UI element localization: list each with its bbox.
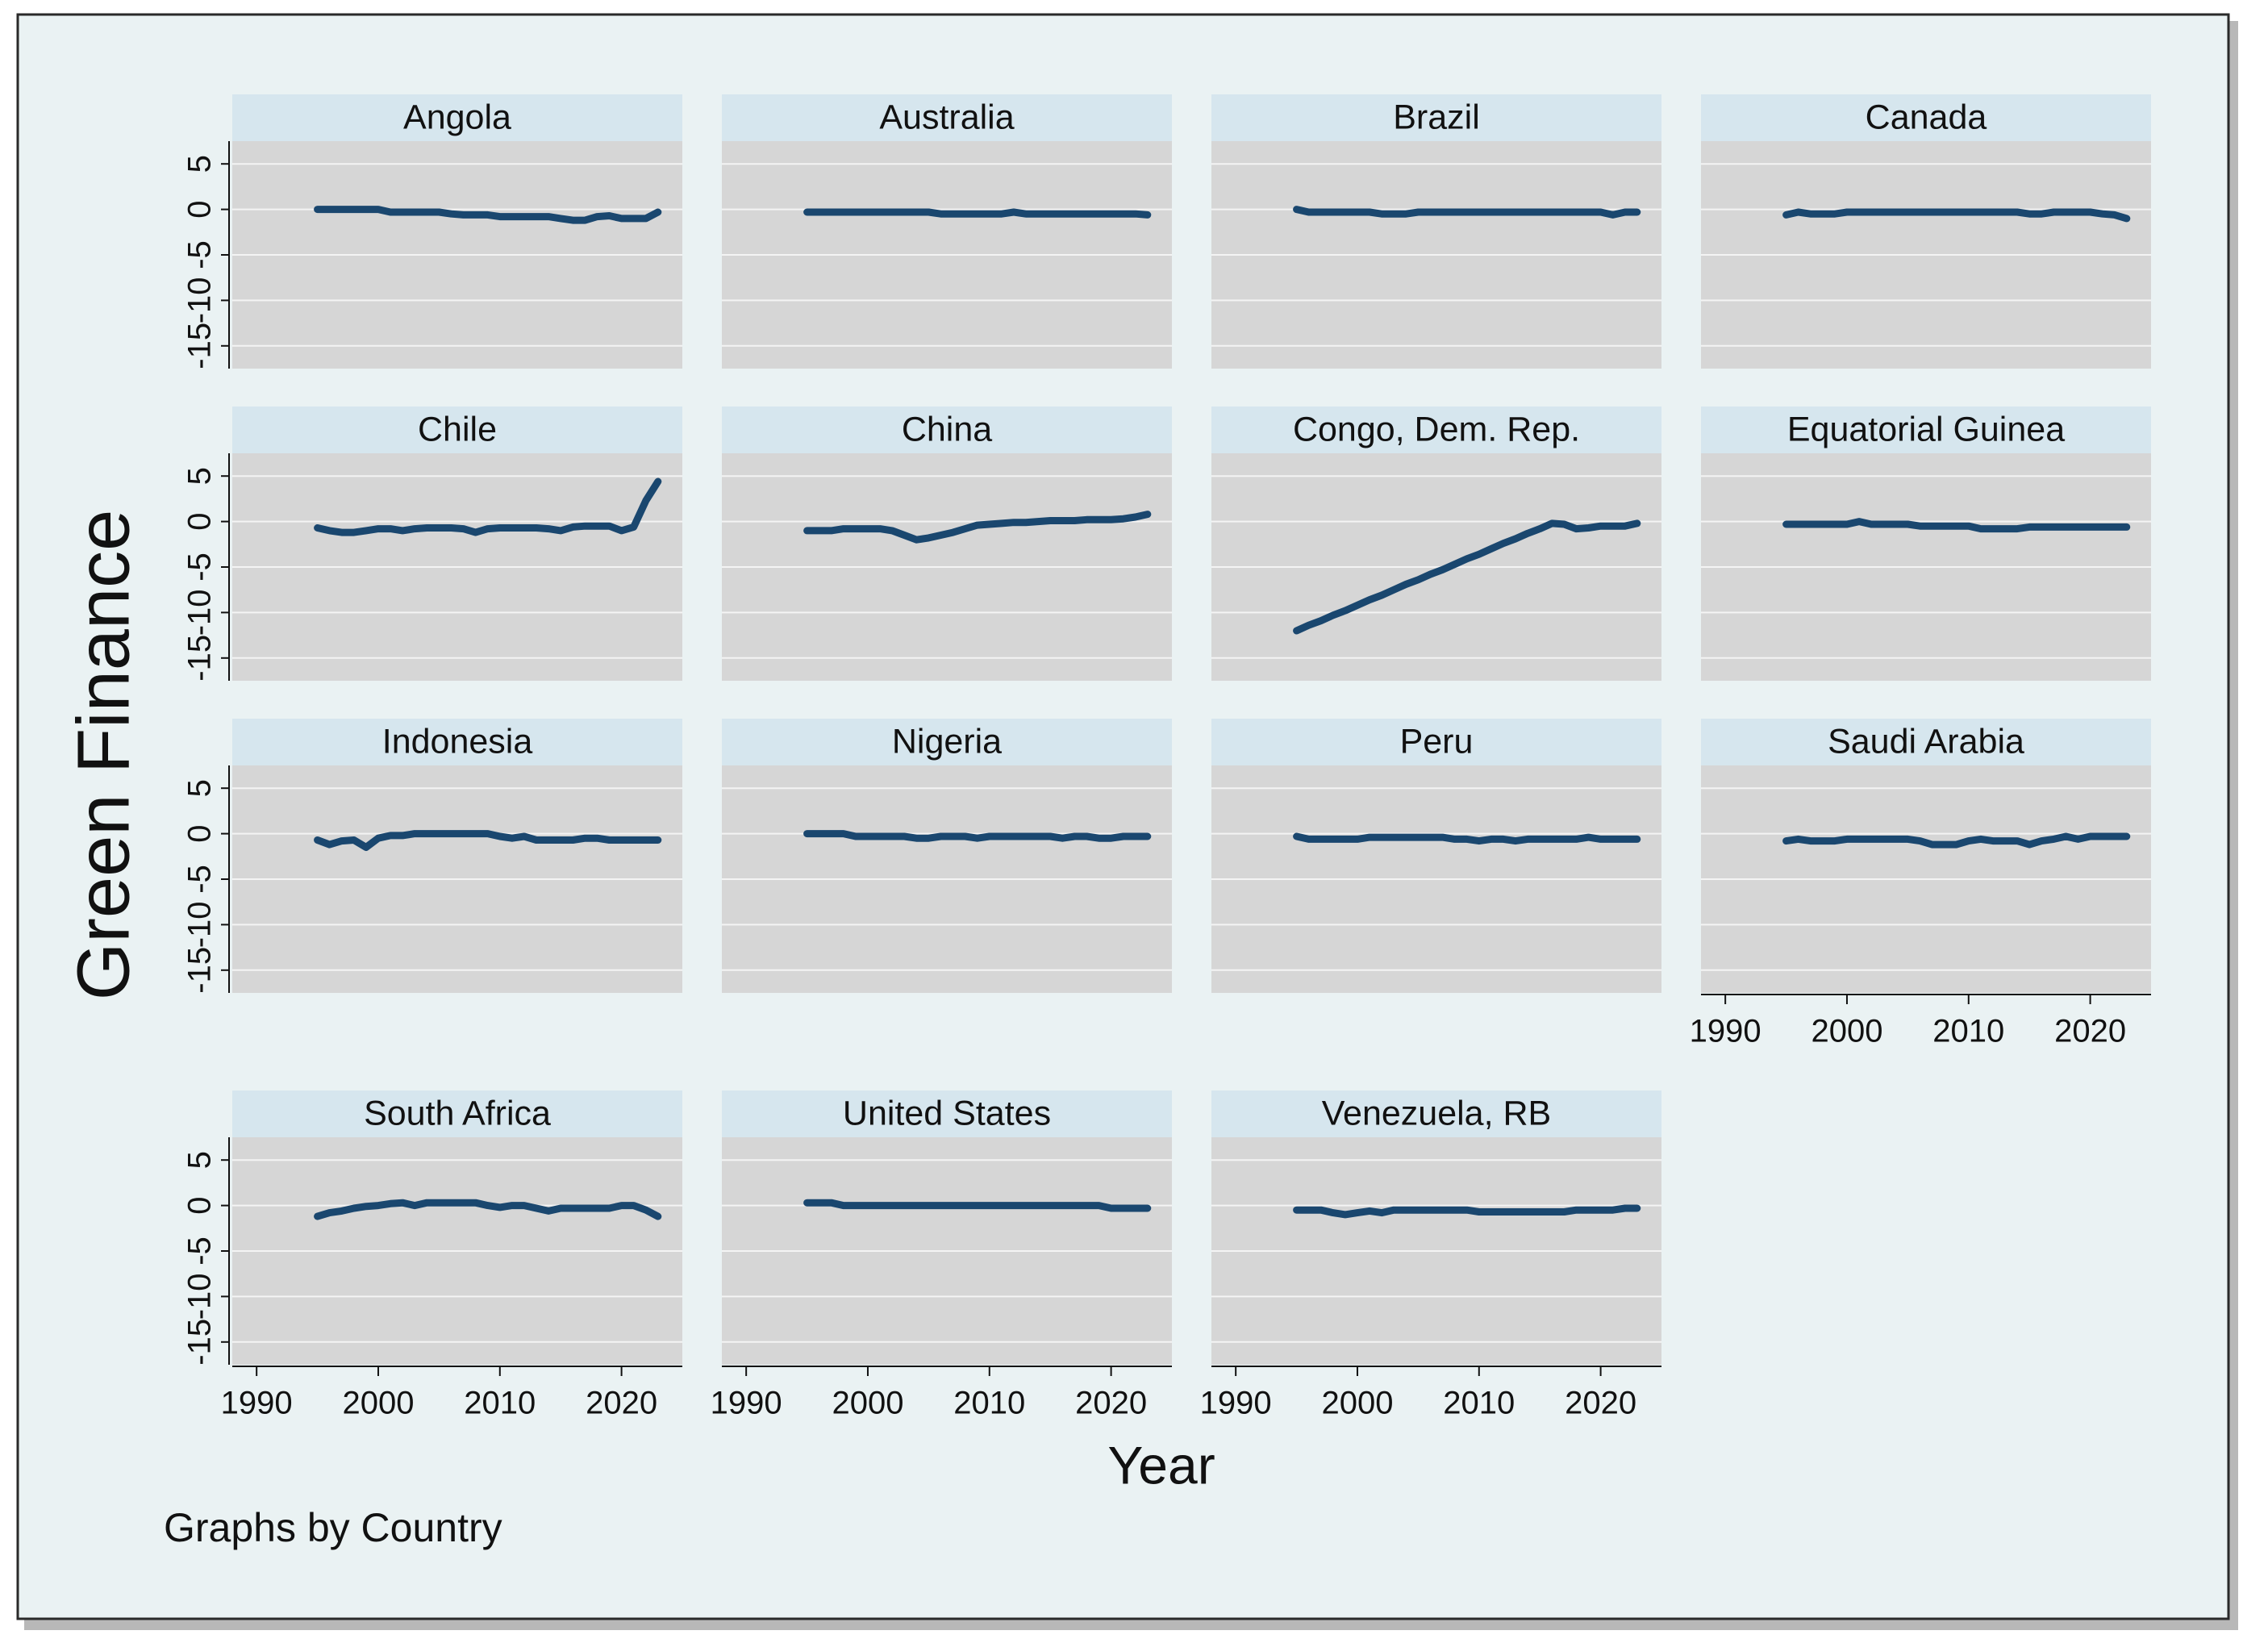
series-line bbox=[803, 208, 1152, 219]
y-tick-label: -5 bbox=[182, 553, 218, 582]
series-line bbox=[314, 206, 662, 224]
y-tick-label: 5 bbox=[182, 155, 218, 173]
y-axis-title: Green Finance bbox=[62, 510, 144, 1001]
strip bbox=[722, 94, 1172, 141]
x-tick-label: 2010 bbox=[464, 1386, 536, 1421]
y-tick-label: 0 bbox=[182, 200, 218, 218]
y-tick-label: 0 bbox=[182, 512, 218, 530]
strip bbox=[232, 94, 682, 141]
strip bbox=[1211, 94, 1661, 141]
strip bbox=[1211, 407, 1661, 453]
panel-title: Brazil bbox=[1393, 98, 1480, 136]
panel-title: Chile bbox=[418, 410, 497, 448]
series-line bbox=[1782, 208, 2131, 223]
series-line bbox=[1782, 832, 2131, 849]
strip bbox=[232, 407, 682, 453]
strip bbox=[722, 1090, 1172, 1137]
x-tick-label: 2010 bbox=[1443, 1386, 1515, 1421]
y-tick-label: -15 bbox=[182, 1319, 218, 1366]
x-tick-label: 2000 bbox=[832, 1386, 903, 1421]
panel-title: Equatorial Guinea bbox=[1787, 410, 2065, 448]
x-tick-label: 2020 bbox=[2054, 1014, 2126, 1049]
series-line bbox=[1293, 519, 1641, 635]
series-line bbox=[1293, 832, 1641, 845]
x-tick-label: 2020 bbox=[586, 1386, 657, 1421]
panel-title: Peru bbox=[1400, 722, 1474, 761]
series-line bbox=[803, 511, 1152, 544]
series-line bbox=[1293, 206, 1641, 219]
panel-title: Angola bbox=[403, 98, 511, 136]
y-tick-label: 5 bbox=[182, 1151, 218, 1169]
x-tick-label: 1990 bbox=[711, 1386, 782, 1421]
panel-title: Nigeria bbox=[892, 722, 1002, 761]
x-tick-label: 2010 bbox=[1932, 1014, 2004, 1049]
panel-title: Venezuela, RB bbox=[1322, 1094, 1551, 1132]
panel-title: Canada bbox=[1866, 98, 1987, 136]
series-line bbox=[1782, 518, 2131, 533]
series-line bbox=[314, 830, 662, 851]
y-tick-label: 5 bbox=[182, 779, 218, 797]
y-tick-label: -15 bbox=[182, 323, 218, 369]
strip bbox=[1701, 94, 2151, 141]
x-tick-label: 2020 bbox=[1565, 1386, 1636, 1421]
y-tick-label: 0 bbox=[182, 824, 218, 842]
series-line bbox=[314, 477, 662, 536]
series-line bbox=[314, 1199, 662, 1220]
x-tick-label: 1990 bbox=[1200, 1386, 1272, 1421]
y-tick-label: -10 bbox=[182, 589, 218, 636]
x-tick-label: 2020 bbox=[1075, 1386, 1147, 1421]
y-tick-label: 0 bbox=[182, 1196, 218, 1214]
x-axis-title: Year bbox=[1107, 1435, 1215, 1495]
y-tick-label: -10 bbox=[182, 901, 218, 948]
panel-title: China bbox=[902, 410, 992, 448]
panel-title: South Africa bbox=[364, 1094, 551, 1132]
strip bbox=[232, 719, 682, 765]
x-tick-label: 1990 bbox=[1690, 1014, 1761, 1049]
x-tick-label: 2000 bbox=[1321, 1386, 1393, 1421]
strip bbox=[1701, 407, 2151, 453]
x-tick-label: 2000 bbox=[342, 1386, 414, 1421]
panel-title: Saudi Arabia bbox=[1828, 722, 2024, 761]
x-tick-label: 2010 bbox=[953, 1386, 1025, 1421]
y-tick-label: 5 bbox=[182, 467, 218, 485]
y-tick-label: -5 bbox=[182, 865, 218, 894]
panel-title: United States bbox=[843, 1094, 1051, 1132]
y-tick-label: -15 bbox=[182, 947, 218, 994]
strip bbox=[722, 407, 1172, 453]
strip bbox=[1211, 1090, 1661, 1137]
x-tick-label: 2000 bbox=[1811, 1014, 1882, 1049]
strip bbox=[1211, 719, 1661, 765]
series-line bbox=[1293, 1204, 1641, 1219]
y-tick-label: -10 bbox=[182, 1273, 218, 1320]
note: Graphs by Country bbox=[164, 1505, 502, 1550]
strip bbox=[1701, 719, 2151, 765]
x-tick-label: 1990 bbox=[221, 1386, 293, 1421]
y-tick-label: -5 bbox=[182, 1236, 218, 1266]
y-tick-label: -10 bbox=[182, 277, 218, 323]
series-line bbox=[803, 830, 1152, 842]
series-line bbox=[803, 1199, 1152, 1212]
panel-title: Congo, Dem. Rep. bbox=[1293, 410, 1580, 448]
strip bbox=[232, 1090, 682, 1137]
panel-title: Australia bbox=[879, 98, 1014, 136]
y-tick-label: -5 bbox=[182, 240, 218, 269]
strip bbox=[722, 719, 1172, 765]
panel-title: Indonesia bbox=[382, 722, 533, 761]
y-tick-label: -15 bbox=[182, 635, 218, 682]
